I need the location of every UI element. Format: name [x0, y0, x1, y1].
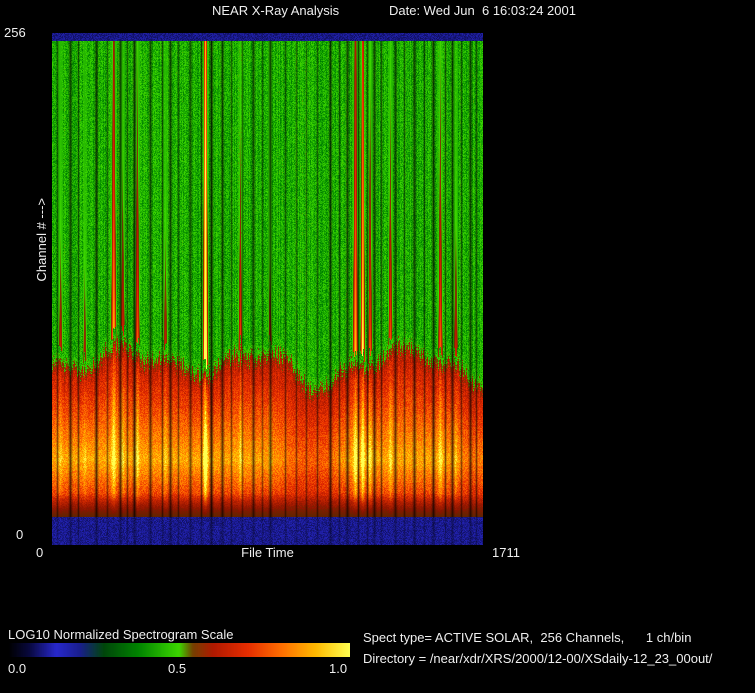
page-title: NEAR X-Ray Analysis	[212, 3, 340, 18]
x-axis-min-tick: 0	[36, 545, 44, 560]
x-axis-label: File Time	[241, 545, 294, 560]
y-axis-label: Channel # --->	[34, 198, 49, 282]
spectrogram-canvas	[52, 33, 483, 545]
colorbar-tick-min: 0.0	[8, 661, 27, 676]
colorbar-tick-max: 1.0	[329, 661, 348, 676]
y-axis-max-tick: 256	[4, 25, 26, 40]
date-label: Date: Wed Jun 6 16:03:24 2001	[389, 3, 576, 18]
y-axis-min-tick: 0	[16, 527, 24, 542]
directory-text: Directory = /near/xdr/XRS/2000/12-00/XSd…	[363, 651, 713, 666]
colorbar-canvas	[8, 643, 350, 657]
spect-type-text: Spect type= ACTIVE SOLAR, 256 Channels, …	[363, 630, 692, 645]
colorbar-label: LOG10 Normalized Spectrogram Scale	[8, 627, 234, 642]
x-axis-max-tick: 1711	[492, 545, 520, 560]
colorbar-tick-mid: 0.5	[168, 661, 187, 676]
